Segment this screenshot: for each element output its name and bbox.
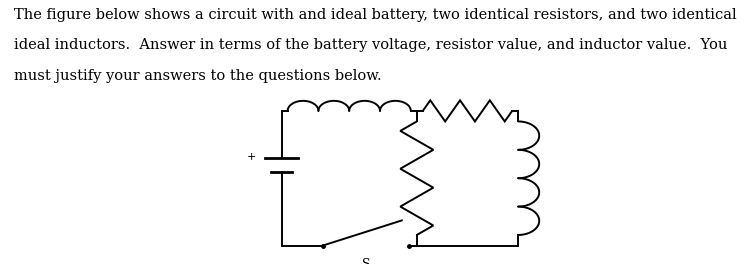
Text: ideal inductors.  Answer in terms of the battery voltage, resistor value, and in: ideal inductors. Answer in terms of the … (14, 38, 727, 52)
Text: must justify your answers to the questions below.: must justify your answers to the questio… (14, 69, 382, 83)
Text: S: S (362, 257, 370, 264)
Text: The figure below shows a circuit with and ideal battery, two identical resistors: The figure below shows a circuit with an… (14, 8, 736, 22)
Text: +: + (247, 152, 256, 162)
